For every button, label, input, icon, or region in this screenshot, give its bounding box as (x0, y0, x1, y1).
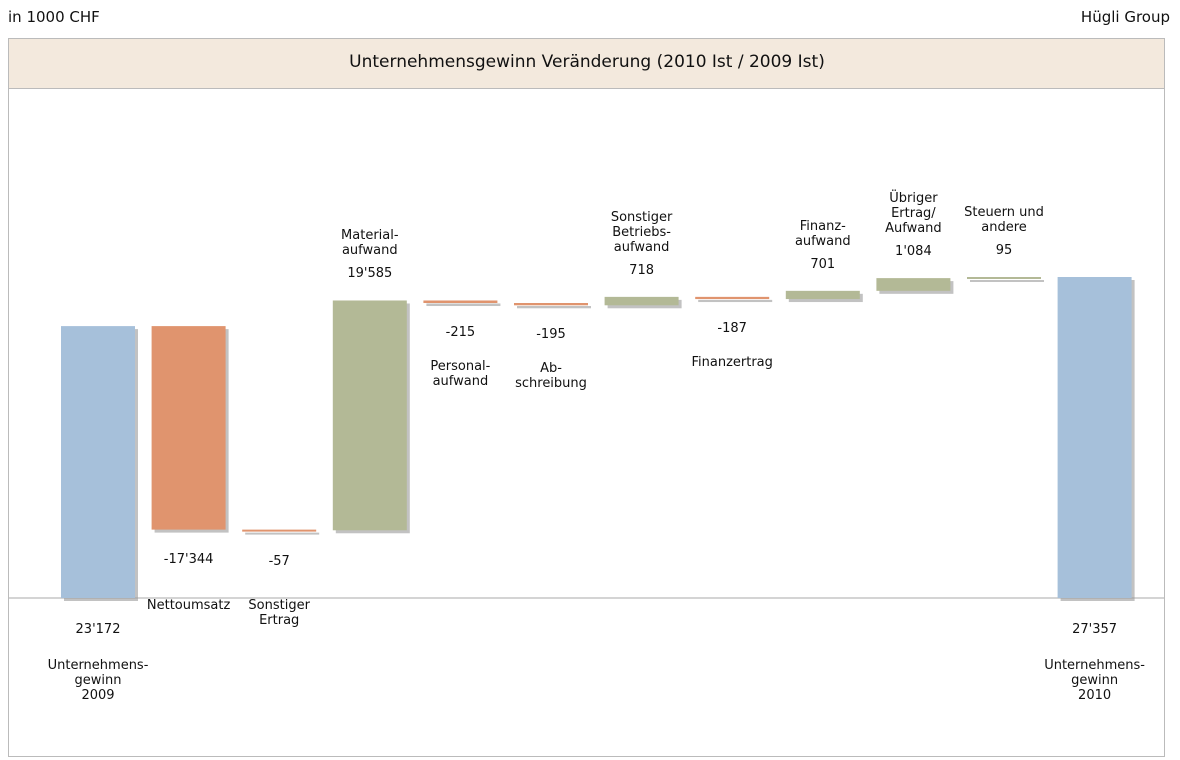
unit-label: in 1000 CHF (8, 8, 100, 26)
value-label: -57 (268, 553, 290, 569)
category-label: Sonstiger Ertrag (248, 598, 310, 628)
value-label: 27'357 (1072, 622, 1118, 637)
chart-frame (8, 38, 1165, 757)
value-label: 718 (629, 262, 655, 278)
category-label: Finanzertrag (691, 355, 773, 371)
bar (695, 296, 770, 300)
bar-shadow (426, 303, 501, 307)
category-label: Finanz- aufwand (794, 218, 851, 249)
category-label: Nettoumsatz (146, 598, 231, 613)
bar (967, 277, 1041, 279)
bar (785, 290, 860, 300)
value-label: 23'172 (75, 622, 121, 637)
value-label: -187 (717, 321, 747, 337)
category-label: Personal- aufwand (430, 359, 491, 389)
bar (876, 278, 951, 291)
value-label: -195 (536, 327, 566, 343)
value-label: 19'585 (347, 266, 393, 282)
bar (332, 300, 407, 531)
category-label: Ab- schreibung (515, 361, 587, 392)
value-label: 701 (810, 256, 836, 272)
bar (423, 300, 498, 304)
category-label: Unternehmens- gewinn 2009 (47, 658, 149, 703)
bar (61, 326, 135, 598)
bar-shadow (698, 299, 773, 303)
bar (151, 326, 226, 530)
value-label: 1'084 (895, 244, 932, 260)
value-label: 95 (995, 243, 1013, 258)
category-label: Material- aufwand (341, 228, 399, 259)
bar (242, 529, 317, 532)
category-label: Sonstiger Betriebs- aufwand (610, 209, 673, 255)
value-label: -17'344 (163, 551, 214, 567)
category-label: Steuern und andere (964, 205, 1044, 235)
category-label: Übriger Ertrag/ Aufwand (885, 191, 942, 237)
bar (1057, 277, 1132, 598)
bar (514, 303, 588, 306)
title-band (9, 39, 1164, 89)
bar (604, 296, 679, 306)
bar-shadow (517, 306, 591, 309)
bar-shadow (245, 532, 320, 535)
bar-shadow (970, 280, 1044, 282)
category-label: Unternehmens- gewinn 2010 (1044, 658, 1145, 703)
source-label: Hügli Group (1080, 8, 1170, 26)
value-label: -215 (445, 325, 476, 340)
chart-title: Unternehmensgewinn Veränderung (2010 Ist… (349, 52, 825, 72)
